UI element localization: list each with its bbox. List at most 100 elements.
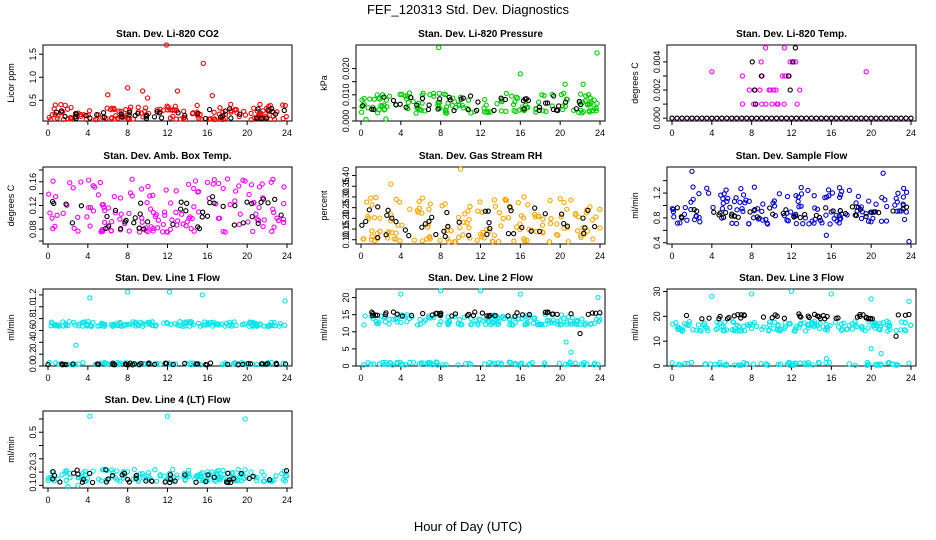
series-point: [237, 471, 243, 478]
x-tick-label: 20: [555, 128, 565, 138]
series-point: [509, 93, 515, 99]
chart-panel: Stan. Dev. Line 4 (LT) Flow 0 4 8 12 16 20 24 0.…: [6, 395, 293, 505]
series-point: [455, 321, 461, 327]
series-point: [740, 192, 747, 198]
series-point: [97, 179, 104, 186]
series-point: [148, 224, 154, 230]
series-point: [475, 208, 481, 214]
series-point: [397, 91, 403, 98]
reference-point: [526, 311, 533, 318]
series-point: [479, 209, 485, 215]
series-point: [117, 195, 124, 201]
reference-point: [193, 361, 199, 367]
series-point: [482, 96, 488, 103]
series-point: [90, 183, 96, 189]
reference-point: [479, 310, 486, 316]
series-point: [494, 321, 500, 327]
series-point: [696, 190, 702, 197]
series-point: [215, 180, 222, 187]
reference-point: [704, 115, 710, 121]
series-point: [475, 322, 481, 328]
series-point: [902, 320, 908, 326]
series-point: [883, 218, 890, 224]
series-point: [868, 219, 874, 225]
series-point: [133, 323, 139, 329]
series-point: [67, 180, 73, 186]
series-point: [723, 187, 729, 193]
series-point: [558, 312, 565, 318]
series-point: [568, 197, 574, 203]
series-point: [161, 209, 168, 215]
series-point: [688, 199, 694, 205]
series-point: [166, 289, 173, 295]
reference-point: [126, 479, 133, 485]
reference-point: [79, 479, 86, 485]
series-point: [542, 360, 548, 366]
series-point: [580, 81, 586, 87]
series-point: [78, 179, 84, 185]
series-point: [98, 229, 104, 235]
series-point: [767, 87, 774, 93]
reference-point: [830, 208, 836, 214]
series-point: [280, 102, 286, 108]
series-point: [127, 107, 133, 113]
reference-point: [558, 211, 565, 217]
x-tick-label: 4: [85, 251, 90, 261]
reference-point: [790, 59, 796, 65]
series-point: [836, 194, 843, 201]
reference-point: [564, 223, 571, 229]
series-point: [686, 321, 692, 327]
series-point: [734, 207, 740, 213]
series-point: [522, 321, 529, 327]
series-point: [669, 360, 675, 366]
y-tick-label: 20: [652, 311, 662, 321]
series-point: [710, 204, 716, 211]
y-tick-label: 0.002: [652, 79, 662, 102]
x-tick-label: 8: [125, 495, 130, 505]
reference-point: [381, 94, 387, 100]
series-point: [823, 232, 830, 238]
y-tick-label: 0.000: [652, 107, 662, 130]
series-point: [246, 191, 252, 198]
series-point: [513, 224, 520, 230]
series-point: [494, 100, 500, 107]
series-point: [863, 69, 869, 75]
series-point: [595, 362, 601, 368]
series-point: [280, 216, 287, 223]
reference-point: [103, 479, 110, 485]
reference-point: [556, 103, 562, 109]
series-point: [775, 361, 781, 368]
reference-point: [146, 360, 152, 366]
reference-point: [482, 208, 489, 214]
x-tick-label: 8: [125, 128, 130, 138]
series-point: [80, 360, 86, 366]
series-point: [120, 475, 126, 481]
reference-point: [143, 115, 150, 122]
reference-point: [577, 330, 583, 337]
reference-point: [562, 99, 569, 105]
y-tick-label: 10: [341, 327, 351, 337]
reference-point: [760, 314, 767, 320]
series-point: [362, 313, 368, 319]
series-point: [219, 321, 225, 327]
reference-point: [553, 107, 560, 113]
x-tick-label: 4: [709, 251, 714, 261]
series-point: [709, 69, 715, 75]
series-point: [828, 291, 834, 297]
series-point: [174, 472, 180, 478]
chart-panel: Stan. Dev. Li-820 Temp. 0 4 8 12 16 20 24 0.000 0…: [630, 29, 917, 138]
reference-point: [486, 313, 492, 319]
series-point: [787, 59, 793, 65]
series-point: [903, 189, 910, 195]
series-point: [700, 322, 706, 328]
series-point: [165, 321, 171, 327]
series-point: [191, 204, 197, 210]
series-point: [282, 102, 289, 109]
x-tick-label: 24: [282, 495, 292, 505]
series-point: [414, 322, 421, 328]
reference-point: [132, 112, 138, 119]
reference-point: [585, 311, 591, 318]
reference-point: [683, 312, 690, 319]
reference-point: [753, 115, 760, 121]
series-point: [230, 361, 237, 367]
